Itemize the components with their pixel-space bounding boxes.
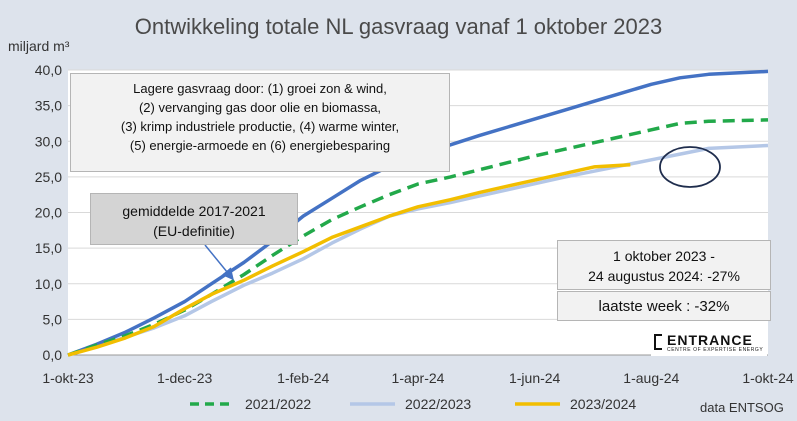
chart-title: Ontwikkeling totale NL gasvraag vanaf 1 … xyxy=(134,14,663,39)
average-line-2: (EU-definitie) xyxy=(153,223,235,239)
period-line-1: 1 oktober 2023 - xyxy=(613,248,715,264)
y-tick-label: 35,0 xyxy=(35,98,62,114)
period-change-callout: 1 oktober 2023 - 24 augustus 2024: -27% xyxy=(557,240,771,290)
y-tick-label: 15,0 xyxy=(35,240,62,256)
y-tick-label: 10,0 xyxy=(35,276,62,292)
x-tick-label: 1-dec-23 xyxy=(157,370,212,386)
logo-tagline: CENTRE OF EXPERTISE ENERGY xyxy=(667,347,764,353)
y-tick-label: 20,0 xyxy=(35,205,62,221)
x-tick-label: 1-feb-24 xyxy=(277,370,329,386)
y-tick-label: 25,0 xyxy=(35,169,62,185)
data-source: data ENTSOG xyxy=(700,400,784,415)
highlight-ellipse xyxy=(659,146,721,188)
reasons-line-3: (3) krimp industriele productie, (4) war… xyxy=(120,119,400,134)
average-line-1: gemiddelde 2017-2021 xyxy=(122,203,266,219)
legend-label: 2022/2023 xyxy=(405,396,471,412)
y-tick-label: 5,0 xyxy=(43,311,63,327)
x-tick-label: 1-okt-23 xyxy=(42,370,94,386)
series-line-2023-2024 xyxy=(67,163,631,357)
average-callout: gemiddelde 2017-2021 (EU-definitie) xyxy=(90,193,298,245)
reasons-line-2: (2) vervanging gas door olie en biomassa… xyxy=(138,100,382,115)
logo-name: ENTRANCE xyxy=(667,332,753,348)
y-tick-label: 0,0 xyxy=(43,347,63,363)
y-axis-label: miljard m³ xyxy=(8,38,70,54)
period-line-2: 24 augustus 2024: -27% xyxy=(588,268,740,284)
reasons-line-1: Lagere gasvraag door: (1) groei zon & wi… xyxy=(133,81,387,96)
entrance-logo xyxy=(651,331,767,356)
reasons-line-4: (5) energie-armoede en (6) energiebespar… xyxy=(129,138,391,153)
x-tick-labels: 1-okt-23 1-dec-23 1-feb-24 1-apr-24 1-jun-24… xyxy=(42,370,794,386)
legend-label: 2023/2024 xyxy=(570,396,636,412)
legend: 2021/2022 2022/2023 2023/2024 xyxy=(190,396,636,412)
x-tick-label: 1-okt-24 xyxy=(742,370,794,386)
reasons-callout: Lagere gasvraag door: (1) groei zon & wi… xyxy=(70,73,450,172)
last-week-callout: laatste week : -32% xyxy=(557,291,771,321)
y-tick-label: 40,0 xyxy=(35,62,62,78)
x-tick-label: 1-jun-24 xyxy=(509,370,561,386)
legend-label: 2021/2022 xyxy=(245,396,311,412)
x-tick-label: 1-aug-24 xyxy=(623,370,679,386)
y-tick-label: 30,0 xyxy=(35,133,62,149)
logo-bracket-icon xyxy=(654,334,662,350)
y-tick-labels: 0,0 5,0 10,0 15,0 20,0 25,0 30,0 35,0 40,0 xyxy=(35,62,62,363)
x-tick-label: 1-apr-24 xyxy=(392,370,445,386)
callout-arrow xyxy=(204,244,234,281)
